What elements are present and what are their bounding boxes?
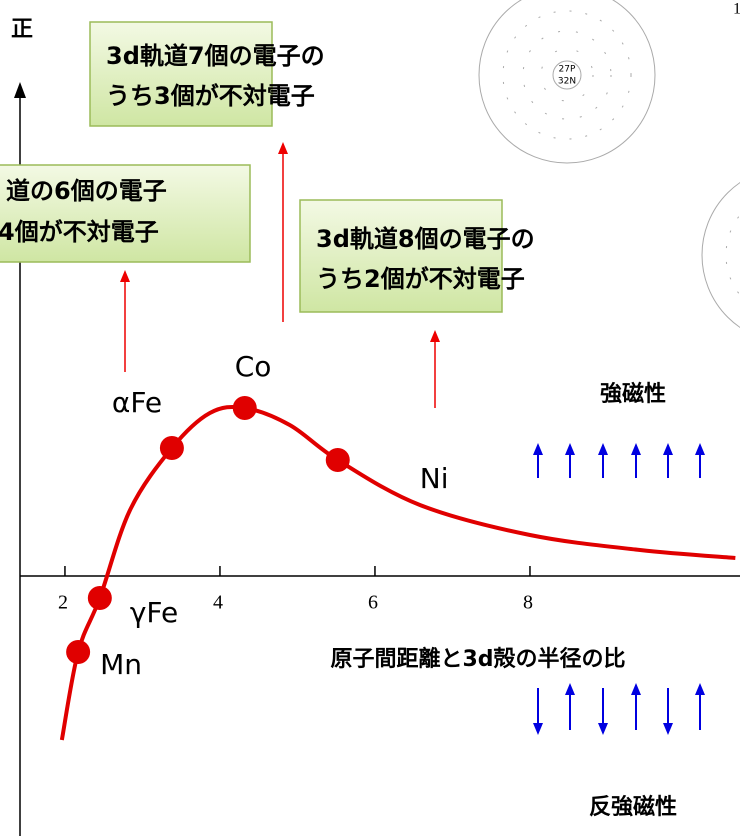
spin-arrows: [533, 443, 705, 735]
point-label: γFe: [130, 596, 178, 629]
point-label: Mn: [100, 648, 142, 681]
y-axis-arrow: [14, 82, 26, 98]
point-label: αFe: [112, 386, 162, 419]
atom-label: 27P: [559, 65, 576, 75]
page-number: 1: [733, 1, 740, 18]
spin-head: [695, 683, 705, 695]
spin-head: [695, 443, 705, 455]
spin-head: [533, 443, 543, 455]
spin-head: [598, 443, 608, 455]
annotation: うち3個が不対電子: [106, 82, 315, 110]
spin-head: [565, 683, 575, 695]
point: [159, 436, 184, 460]
point-label: Ni: [420, 462, 449, 495]
y-axis-label: 正: [11, 17, 33, 42]
spin-head: [631, 683, 641, 695]
atom-label: 32N: [558, 77, 576, 87]
point: [325, 448, 350, 472]
x-axis-label: 原子間距離と3d殻の半径の比: [330, 646, 625, 672]
point: [66, 640, 91, 664]
x-tick-label: 4: [213, 592, 223, 614]
spin-head: [663, 443, 673, 455]
annotation-box: [89, 21, 273, 127]
annotation: うち2個が不対電子: [316, 265, 525, 293]
annotation: 3d軌道8個の電子の: [316, 225, 535, 253]
annotation-box: [0, 164, 251, 263]
x-tick-label: 2: [58, 592, 68, 614]
annotation: 4個が不対電子: [0, 218, 159, 246]
atom-image: 27P 32N: [478, 0, 740, 328]
point: [232, 396, 257, 420]
point: [87, 586, 112, 610]
ferro-label: 強磁性: [600, 381, 666, 407]
annotation: 道の6個の電子: [6, 177, 167, 205]
spin-head: [565, 443, 575, 455]
point-label: Co: [235, 350, 272, 383]
annotation-box: [299, 199, 503, 313]
pointer-arrow: [120, 142, 440, 408]
spin-head: [663, 723, 673, 735]
spin-head: [598, 723, 608, 735]
spin-head: [631, 443, 641, 455]
x-tick-label: 6: [368, 592, 378, 614]
x-tick-label: 8: [523, 592, 533, 614]
antiferro-label: 反強磁性: [589, 794, 677, 820]
spin-head: [533, 723, 543, 735]
annotation: 3d軌道7個の電子の: [106, 42, 325, 70]
